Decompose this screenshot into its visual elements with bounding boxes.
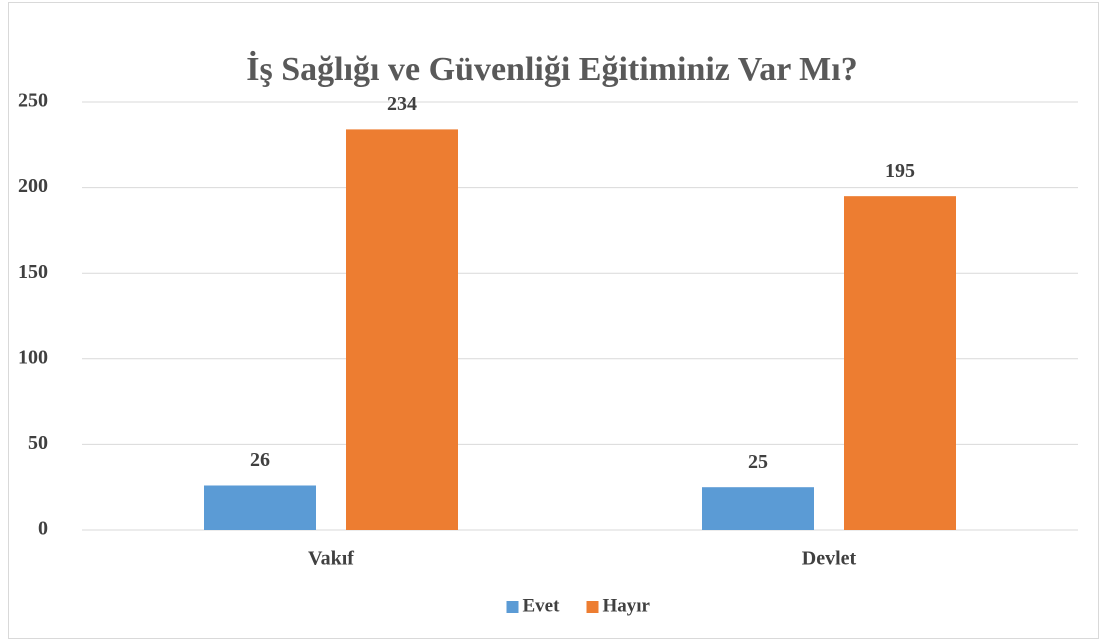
x-tick-label: Devlet xyxy=(802,548,857,570)
bar xyxy=(346,129,458,530)
bar xyxy=(204,485,316,530)
data-label: 26 xyxy=(250,449,270,471)
data-label: 195 xyxy=(885,160,915,182)
y-tick-label: 50 xyxy=(28,432,48,454)
bar xyxy=(702,487,814,530)
legend-label: Hayır xyxy=(603,595,651,616)
legend-label: Evet xyxy=(523,595,561,616)
data-label: 25 xyxy=(748,451,768,473)
data-label: 234 xyxy=(387,93,417,115)
y-tick-label: 250 xyxy=(18,90,48,112)
x-tick-label: Vakıf xyxy=(308,548,354,570)
legend-swatch xyxy=(586,601,599,613)
y-tick-label: 100 xyxy=(18,346,48,368)
y-tick-label: 200 xyxy=(18,175,48,197)
chart-title: İş Sağlığı ve Güvenliği Eğitiminiz Var M… xyxy=(246,50,857,88)
bar xyxy=(844,196,956,530)
y-tick-label: 150 xyxy=(18,261,48,283)
y-tick-label: 0 xyxy=(38,518,48,540)
legend-swatch xyxy=(506,601,519,613)
